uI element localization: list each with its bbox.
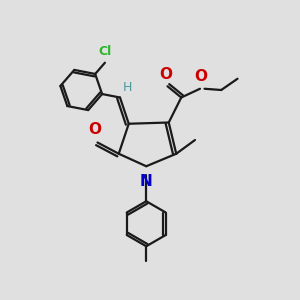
Text: O: O (88, 122, 101, 137)
Text: Cl: Cl (98, 45, 112, 58)
Text: O: O (160, 67, 173, 82)
Text: O: O (194, 69, 207, 84)
Text: H: H (123, 81, 132, 94)
Text: N: N (140, 174, 153, 189)
